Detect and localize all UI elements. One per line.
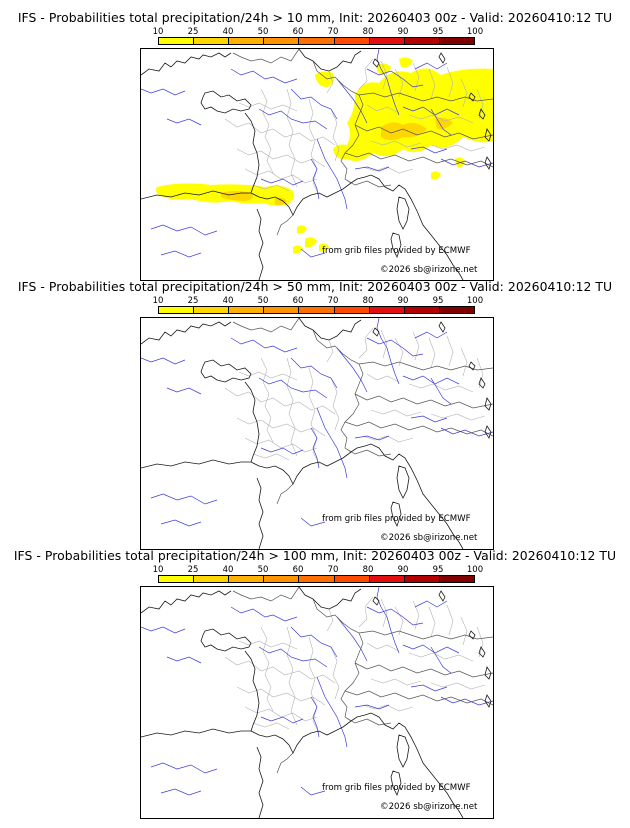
colorbar-tick-label: 70 <box>327 27 339 37</box>
country-borders <box>232 318 493 505</box>
region-borders <box>224 596 486 734</box>
colorbar-segment <box>299 38 335 44</box>
colorbar-segment <box>369 576 405 582</box>
colorbar-tick-label: 90 <box>397 296 409 306</box>
colorbar-segment <box>439 576 474 582</box>
colorbar-segment <box>229 38 265 44</box>
credit-copyright: ©2026 sb@irizone.net <box>380 802 478 812</box>
colorbar-segment <box>159 307 195 313</box>
colorbar <box>158 37 475 45</box>
map-canvas <box>141 318 493 549</box>
precip-map <box>140 48 494 281</box>
colorbar-tick-label: 60 <box>292 27 304 37</box>
panel-100mm: IFS - Probabilities total precipitation/… <box>0 548 630 819</box>
colorbar-tick-label: 25 <box>187 296 199 306</box>
colorbar-tick-label: 80 <box>362 296 374 306</box>
colorbar-segment <box>369 38 405 44</box>
colorbar-tick-label: 50 <box>257 565 269 575</box>
colorbar-segment <box>439 307 474 313</box>
colorbar-segment <box>264 38 300 44</box>
colorbar-segment <box>439 38 474 44</box>
credit-copyright: ©2026 sb@irizone.net <box>380 533 478 543</box>
colorbar-tick-label: 10 <box>152 27 164 37</box>
precip-map <box>140 317 494 550</box>
credit-copyright: ©2026 sb@irizone.net <box>380 265 478 275</box>
colorbar-tick-label: 70 <box>327 565 339 575</box>
colorbar-segment <box>299 576 335 582</box>
colorbar-tick-label: 10 <box>152 565 164 575</box>
colorbar-tick-label: 10 <box>152 296 164 306</box>
colorbar-segment <box>159 38 195 44</box>
colorbar-labels: 10 25 40 50 60 70 80 90 95 100 <box>140 565 490 575</box>
colorbar-tick-label: 100 <box>466 296 484 306</box>
credit-source: from grib files provided by ECMWF <box>322 514 471 524</box>
colorbar-segment <box>229 307 265 313</box>
colorbar <box>158 306 475 314</box>
colorbar-tick-label: 95 <box>432 27 444 37</box>
colorbar-tick-label: 80 <box>362 565 374 575</box>
coastline <box>141 49 492 280</box>
colorbar-segment <box>334 307 370 313</box>
credit-source: from grib files provided by ECMWF <box>322 246 471 256</box>
country-borders <box>232 587 493 774</box>
coastline <box>141 318 492 549</box>
region-borders <box>224 327 486 465</box>
precip-area-25-40 <box>221 117 453 206</box>
colorbar-segment <box>194 38 230 44</box>
colorbar-tick-label: 50 <box>257 296 269 306</box>
colorbar-labels: 10 25 40 50 60 70 80 90 95 100 <box>140 27 490 37</box>
colorbar-segment <box>159 576 195 582</box>
colorbar-segment <box>299 307 335 313</box>
colorbar <box>158 575 475 583</box>
colorbar-tick-label: 95 <box>432 296 444 306</box>
colorbar-tick-label: 95 <box>432 565 444 575</box>
rivers <box>141 587 493 796</box>
map-canvas <box>141 49 493 280</box>
colorbar-segment <box>194 576 230 582</box>
precip-area-10-25 <box>155 57 493 254</box>
credit-source: from grib files provided by ECMWF <box>322 783 471 793</box>
colorbar-tick-label: 25 <box>187 565 199 575</box>
colorbar-segment <box>334 38 370 44</box>
colorbar-tick-label: 90 <box>397 27 409 37</box>
map-canvas <box>141 587 493 818</box>
rivers <box>141 49 493 258</box>
colorbar-segment <box>369 307 405 313</box>
colorbar-tick-label: 40 <box>222 565 234 575</box>
precip-map <box>140 586 494 819</box>
panel-title: IFS - Probabilities total precipitation/… <box>17 279 613 294</box>
colorbar-tick-label: 100 <box>466 27 484 37</box>
panel-title: IFS - Probabilities total precipitation/… <box>13 548 617 563</box>
panel-10mm: IFS - Probabilities total precipitation/… <box>0 10 630 281</box>
colorbar-tick-label: 25 <box>187 27 199 37</box>
colorbar-tick-label: 70 <box>327 296 339 306</box>
colorbar-tick-label: 100 <box>466 565 484 575</box>
colorbar-tick-label: 60 <box>292 565 304 575</box>
rivers <box>141 318 493 527</box>
colorbar-tick-label: 50 <box>257 27 269 37</box>
colorbar-tick-label: 80 <box>362 27 374 37</box>
colorbar-segment <box>404 307 440 313</box>
panel-50mm: IFS - Probabilities total precipitation/… <box>0 279 630 550</box>
colorbar-tick-label: 60 <box>292 296 304 306</box>
region-borders <box>224 58 486 196</box>
colorbar-labels: 10 25 40 50 60 70 80 90 95 100 <box>140 296 490 306</box>
colorbar-segment <box>264 576 300 582</box>
colorbar-segment <box>404 576 440 582</box>
colorbar-tick-label: 40 <box>222 27 234 37</box>
colorbar-tick-label: 40 <box>222 296 234 306</box>
colorbar-segment <box>264 307 300 313</box>
colorbar-segment <box>404 38 440 44</box>
country-borders <box>232 49 493 236</box>
panel-title: IFS - Probabilities total precipitation/… <box>17 10 613 25</box>
colorbar-tick-label: 90 <box>397 565 409 575</box>
colorbar-segment <box>229 576 265 582</box>
colorbar-segment <box>334 576 370 582</box>
coastline <box>141 587 492 818</box>
colorbar-segment <box>194 307 230 313</box>
